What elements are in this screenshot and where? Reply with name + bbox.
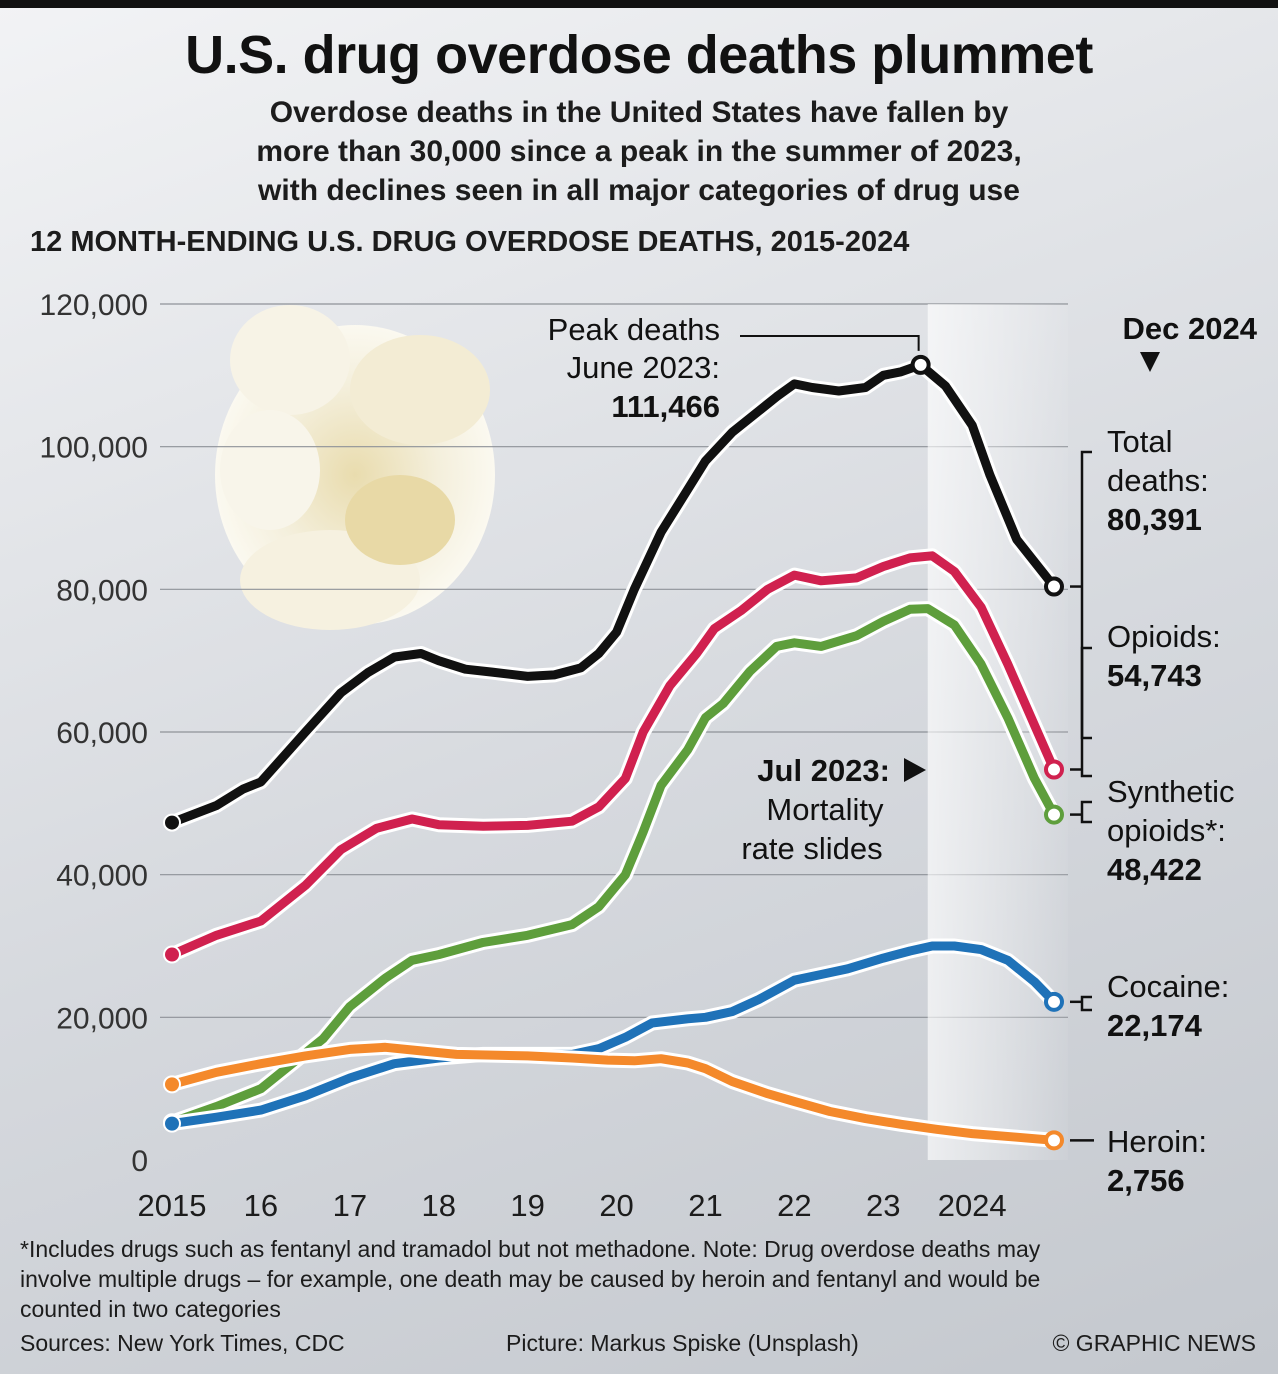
- peak-leader: [740, 335, 920, 351]
- peak-label-line-2: June 2023:: [567, 350, 720, 385]
- end-label-value: 22,174: [1107, 1008, 1203, 1043]
- series-line: [167, 604, 1059, 1127]
- series-end-point: [1044, 759, 1064, 780]
- subtitle-line-2: more than 30,000 since a peak in the sum…: [256, 135, 1022, 168]
- end-label-bracket: [1080, 995, 1092, 1012]
- slide-arrow-icon: [904, 758, 926, 782]
- chart-title: 12 MONTH-ENDING U.S. DRUG OVERDOSE DEATH…: [30, 226, 910, 258]
- y-tick-label: 0: [131, 1145, 148, 1178]
- y-tick-label: 20,000: [56, 1002, 148, 1035]
- end-label-name: deaths:: [1107, 463, 1209, 498]
- x-tick-label: 22: [777, 1188, 811, 1223]
- end-label-bracket: [1080, 450, 1092, 740]
- x-tick-label: 20: [599, 1188, 633, 1223]
- peak-value: 111,466: [611, 389, 720, 424]
- end-label-bracket: [1080, 800, 1092, 824]
- x-tick-label: 21: [688, 1188, 722, 1223]
- copyright: © GRAPHIC NEWS: [1052, 1330, 1256, 1356]
- end-label-value: 48,422: [1107, 852, 1202, 887]
- end-label-value: 54,743: [1107, 658, 1202, 693]
- x-tick-label: 17: [333, 1188, 367, 1223]
- powder-photo: [215, 305, 495, 630]
- end-date-arrow-icon: [1140, 352, 1160, 372]
- x-tick-label: 2015: [138, 1188, 207, 1223]
- x-tick-label: 23: [866, 1188, 900, 1223]
- series-start-point: [163, 1114, 181, 1133]
- y-tick-label: 80,000: [56, 574, 148, 607]
- slide-line-1: Mortality: [766, 792, 884, 827]
- series-start-point: [163, 1075, 181, 1094]
- x-tick-label: 19: [510, 1188, 544, 1223]
- end-label-value: 80,391: [1107, 502, 1202, 537]
- peak-label-line-1: Peak deaths: [548, 312, 720, 347]
- y-tick-label: 100,000: [40, 432, 148, 465]
- end-label-name: opioids*:: [1107, 813, 1226, 848]
- series-line: [167, 360, 1059, 828]
- series-start-point: [163, 945, 181, 964]
- highlight-band: [927, 304, 1068, 1160]
- series-end-point: [1044, 991, 1064, 1012]
- x-tick-label: 18: [421, 1188, 455, 1223]
- series-line: [167, 1042, 1059, 1145]
- page-title: U.S. drug overdose deaths plummet: [185, 25, 1093, 85]
- series-start-point: [163, 813, 181, 832]
- x-tick-label: 2024: [938, 1188, 1007, 1223]
- picture-credit: Picture: Markus Spiske (Unsplash): [506, 1330, 859, 1356]
- series-end-point: [1044, 804, 1064, 825]
- x-tick-label: 16: [244, 1188, 278, 1223]
- series-line: [167, 941, 1059, 1129]
- end-label-bracket: [1080, 646, 1092, 778]
- series-end-point: [1044, 1130, 1064, 1151]
- slide-title: Jul 2023:: [757, 753, 890, 788]
- end-label-name: Heroin:: [1107, 1124, 1207, 1159]
- footnote-line-3: counted in two categories: [20, 1296, 281, 1322]
- end-label-name: Synthetic: [1107, 774, 1235, 809]
- y-tick-label: 40,000: [56, 860, 148, 893]
- slide-line-2: rate slides: [741, 831, 882, 866]
- top-rule: [0, 0, 1278, 8]
- subtitle-line-3: with declines seen in all major categori…: [258, 174, 1020, 207]
- y-tick-label: 120,000: [40, 289, 148, 322]
- end-label-name: Cocaine:: [1107, 969, 1229, 1004]
- series-end-point: [1044, 576, 1064, 597]
- sources: Sources: New York Times, CDC: [20, 1330, 345, 1356]
- peak-point: [910, 354, 931, 375]
- series-line: [167, 551, 1059, 960]
- end-label-name: Total: [1107, 424, 1172, 459]
- footnote-line-2: involve multiple drugs – for example, on…: [20, 1266, 1041, 1292]
- footnote-line-1: *Includes drugs such as fentanyl and tra…: [20, 1236, 1041, 1262]
- end-date-label: Dec 2024: [1123, 311, 1258, 346]
- end-label-value: 2,756: [1107, 1163, 1185, 1198]
- subtitle-line-1: Overdose deaths in the United States hav…: [269, 96, 1009, 129]
- end-label-name: Opioids:: [1107, 619, 1221, 654]
- y-tick-label: 60,000: [56, 717, 148, 750]
